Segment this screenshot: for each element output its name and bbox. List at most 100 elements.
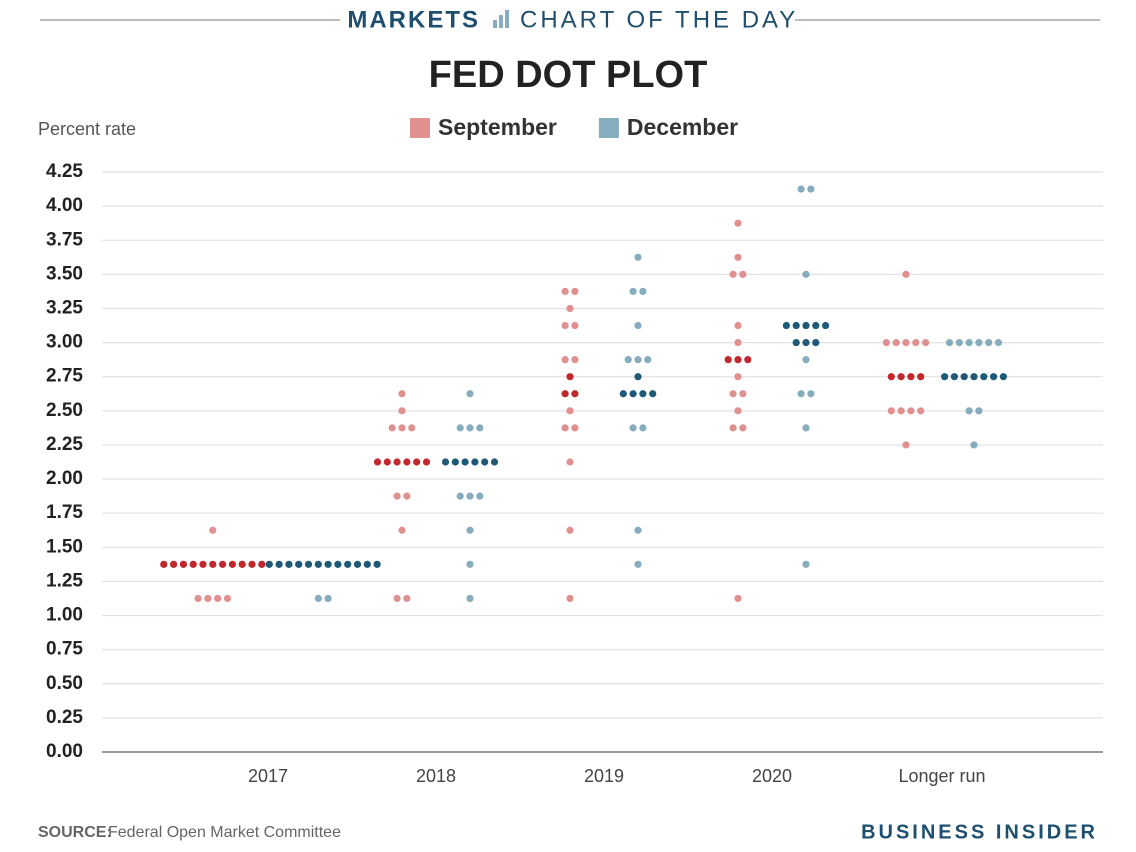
dot	[571, 390, 579, 398]
dot	[471, 458, 479, 466]
dot	[248, 560, 256, 568]
dot	[792, 338, 800, 347]
legend-label: September	[438, 114, 557, 140]
dot	[990, 373, 998, 381]
dot	[807, 185, 815, 193]
y-tick-label: 2.25	[46, 434, 83, 455]
dot	[941, 373, 949, 381]
dot	[373, 458, 382, 466]
dot	[393, 492, 401, 500]
y-tick-label: 3.00	[46, 332, 83, 353]
dot	[812, 338, 820, 347]
dot	[561, 321, 569, 330]
dot	[897, 373, 905, 381]
dot	[466, 594, 474, 603]
dot	[807, 390, 815, 398]
dot	[802, 424, 810, 432]
dot	[324, 594, 332, 603]
y-tick-label: 1.25	[46, 570, 83, 591]
dot	[160, 560, 168, 568]
y-tick-label: 4.00	[46, 195, 83, 216]
dot	[887, 373, 895, 381]
dot	[189, 560, 197, 568]
dot	[275, 560, 283, 568]
dot	[204, 594, 212, 603]
dot	[228, 560, 236, 568]
dot	[490, 458, 499, 466]
dot	[975, 407, 983, 415]
source-label: SOURCE:	[38, 824, 112, 841]
chart-title: FED DOT PLOT	[429, 54, 708, 96]
dot	[393, 458, 401, 466]
section: CHART OF THE DAY	[520, 6, 798, 33]
x-tick-label: Longer run	[898, 766, 985, 786]
y-tick-label: 3.25	[46, 297, 83, 318]
dot	[882, 338, 891, 347]
dot	[334, 560, 342, 568]
dot	[314, 560, 322, 568]
dot	[744, 356, 752, 364]
dot	[209, 560, 217, 568]
y-tick-label: 0.50	[46, 673, 83, 694]
y-tick-label: 0.00	[46, 741, 83, 762]
dot	[802, 338, 810, 347]
dot	[265, 560, 273, 568]
dot	[238, 560, 246, 568]
brand: MARKETS	[347, 6, 480, 33]
dot	[970, 441, 978, 449]
dot	[393, 594, 401, 603]
dot	[887, 407, 895, 415]
legend-swatch	[410, 118, 430, 138]
dot	[970, 373, 978, 381]
y-tick-label: 2.50	[46, 400, 83, 421]
dot	[466, 424, 474, 432]
dot	[314, 594, 322, 603]
dot	[566, 594, 574, 603]
dot	[902, 441, 910, 449]
dot	[466, 526, 474, 534]
legend: September December	[410, 114, 738, 140]
dot	[561, 356, 569, 364]
dot	[644, 356, 652, 364]
dot	[945, 338, 954, 347]
dot	[466, 492, 474, 500]
dot	[639, 390, 647, 398]
dot	[295, 560, 303, 568]
y-tick-label: 1.75	[46, 502, 83, 523]
x-tick-label: 2019	[584, 766, 624, 786]
dot	[398, 424, 406, 432]
dot	[634, 373, 642, 381]
dot	[729, 390, 737, 398]
dot	[441, 458, 450, 466]
dot	[194, 594, 202, 603]
dot	[481, 458, 489, 466]
dot	[413, 458, 421, 466]
dot	[892, 338, 900, 347]
dot	[729, 270, 737, 278]
dot	[285, 560, 293, 568]
y-tick-label: 0.25	[46, 707, 83, 728]
dot	[999, 373, 1008, 381]
dot	[802, 560, 810, 568]
dot	[639, 424, 647, 432]
y-axis-label: Percent rate	[38, 119, 136, 139]
dot	[170, 560, 178, 568]
dot	[422, 458, 431, 466]
publisher: BUSINESS INSIDER	[861, 821, 1098, 843]
dot	[802, 321, 810, 330]
dot	[734, 219, 742, 227]
dot	[955, 338, 963, 347]
dot	[629, 287, 637, 296]
dot	[634, 356, 642, 364]
dot	[782, 321, 791, 330]
dot	[353, 560, 362, 568]
dot	[639, 287, 647, 296]
source: Federal Open Market Committee	[108, 824, 341, 841]
dot	[734, 253, 742, 261]
dot	[223, 594, 232, 603]
dot	[566, 407, 574, 415]
dot	[476, 424, 484, 432]
dot	[258, 560, 266, 568]
dot	[199, 560, 207, 568]
dot	[960, 373, 968, 381]
